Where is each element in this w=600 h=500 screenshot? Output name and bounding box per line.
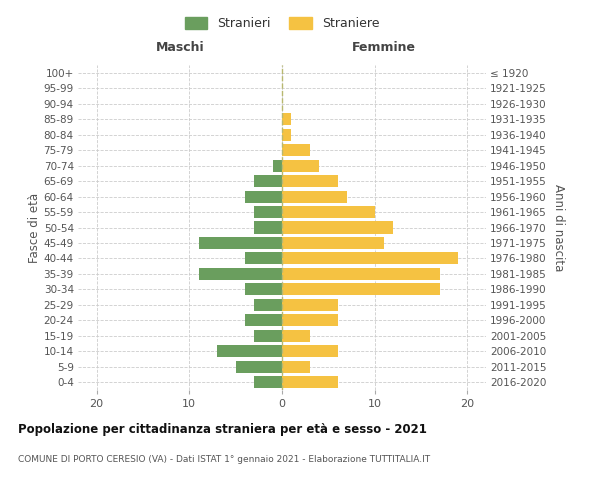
Bar — [282, 299, 338, 311]
Bar — [282, 268, 440, 280]
Bar — [282, 144, 310, 156]
Bar — [245, 252, 282, 264]
Bar — [282, 346, 338, 358]
Bar — [245, 190, 282, 202]
Bar — [245, 284, 282, 296]
Bar — [245, 314, 282, 326]
Bar — [282, 237, 384, 249]
Bar — [254, 330, 282, 342]
Y-axis label: Fasce di età: Fasce di età — [28, 192, 41, 262]
Bar — [282, 206, 375, 218]
Text: Popolazione per cittadinanza straniera per età e sesso - 2021: Popolazione per cittadinanza straniera p… — [18, 422, 427, 436]
Bar — [282, 361, 310, 373]
Bar — [282, 190, 347, 202]
Bar — [282, 222, 393, 234]
Bar — [282, 113, 291, 125]
Bar — [282, 330, 310, 342]
Bar — [199, 237, 282, 249]
Bar — [282, 128, 291, 140]
Bar — [282, 314, 338, 326]
Y-axis label: Anni di nascita: Anni di nascita — [553, 184, 565, 271]
Bar — [254, 299, 282, 311]
Text: COMUNE DI PORTO CERESIO (VA) - Dati ISTAT 1° gennaio 2021 - Elaborazione TUTTITA: COMUNE DI PORTO CERESIO (VA) - Dati ISTA… — [18, 455, 430, 464]
Bar — [273, 160, 282, 172]
Bar — [199, 268, 282, 280]
Text: Maschi: Maschi — [155, 41, 205, 54]
Bar — [217, 346, 282, 358]
Legend: Stranieri, Straniere: Stranieri, Straniere — [181, 12, 383, 34]
Text: Femmine: Femmine — [352, 41, 416, 54]
Bar — [282, 160, 319, 172]
Bar — [282, 175, 338, 187]
Bar — [282, 252, 458, 264]
Bar — [254, 175, 282, 187]
Bar — [282, 376, 338, 388]
Bar — [254, 206, 282, 218]
Bar — [236, 361, 282, 373]
Bar — [282, 284, 440, 296]
Bar — [254, 376, 282, 388]
Bar — [254, 222, 282, 234]
